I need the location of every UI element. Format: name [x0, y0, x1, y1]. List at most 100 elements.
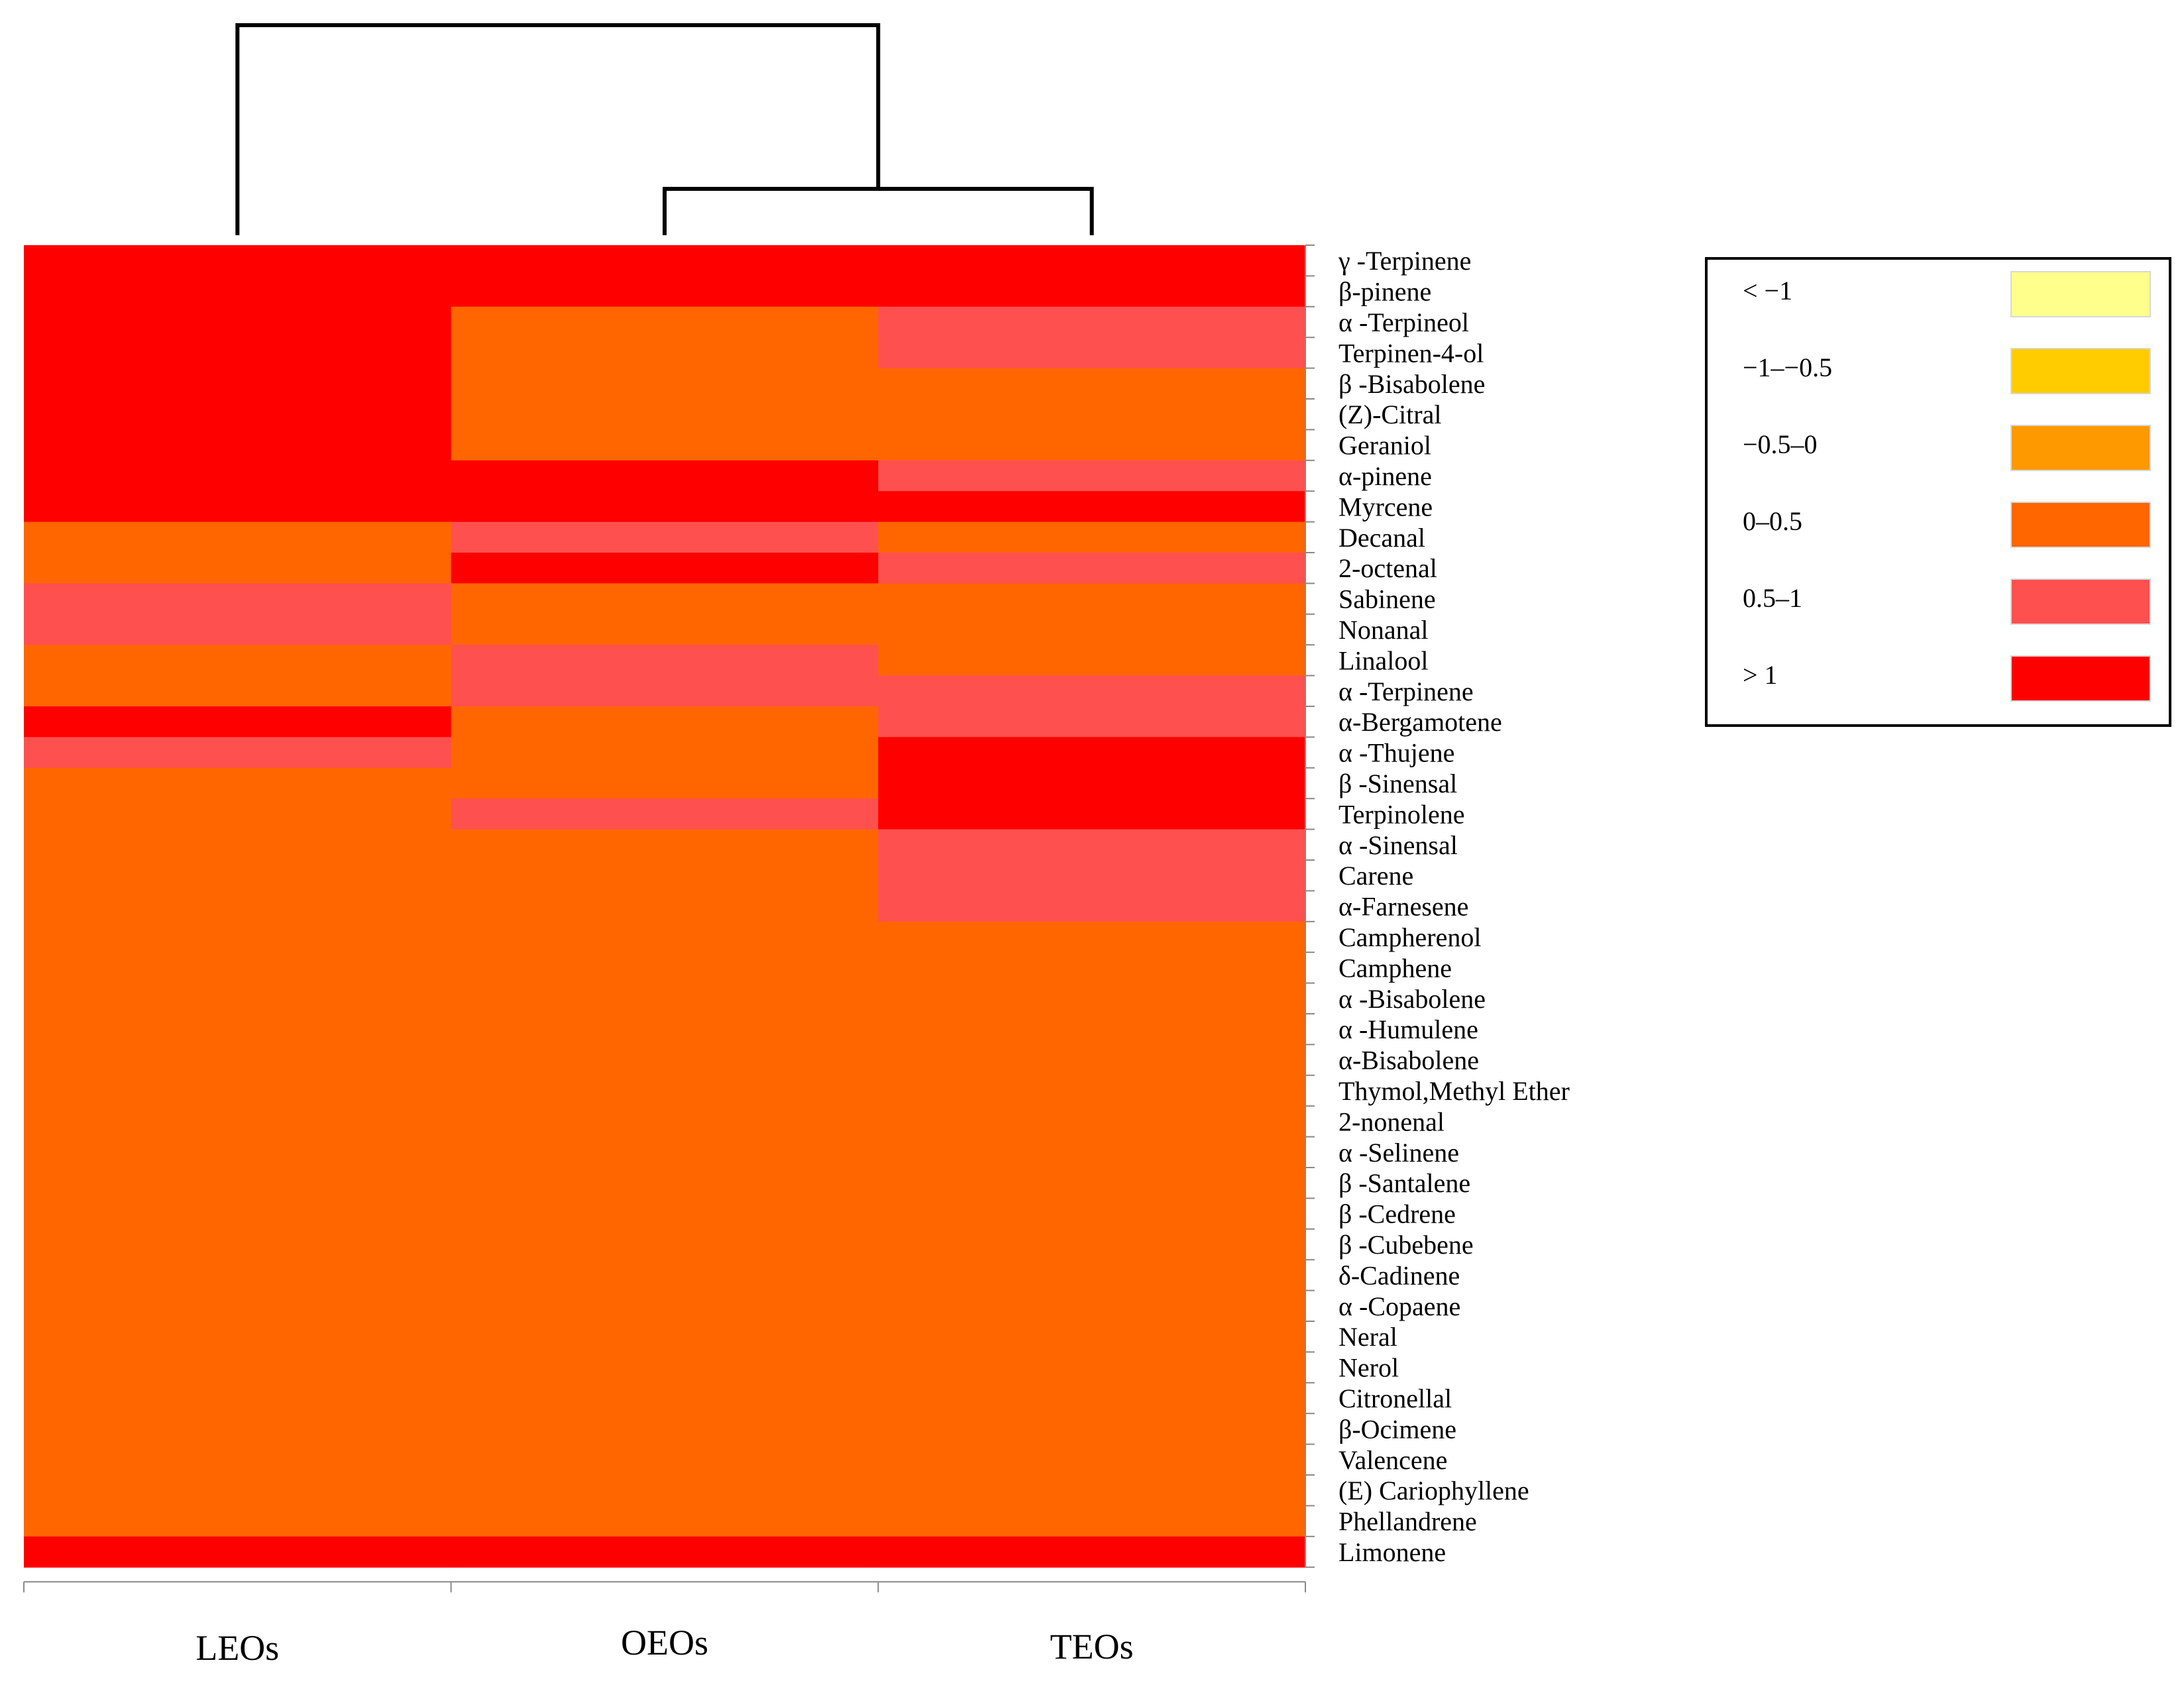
heatmap-cell-r19-c0: [24, 829, 452, 861]
heatmap-cell-r8-c0: [24, 491, 452, 523]
heatmap-cell-r3-c1: [451, 337, 879, 369]
legend-swatch: [2010, 271, 2151, 317]
heatmap-cell-r15-c2: [878, 706, 1306, 737]
heatmap-cell-r30-c0: [24, 1168, 452, 1199]
heatmap-cell-r14-c1: [451, 675, 879, 707]
heatmap-cell-r1-c1: [451, 276, 879, 307]
heatmap-cell-r16-c0: [24, 737, 452, 769]
heatmap-cell-r4-c2: [878, 368, 1306, 400]
legend-label: < −1: [1743, 276, 1792, 305]
row-label: Phellandrene: [1338, 1507, 1477, 1537]
heatmap-cell-r23-c0: [24, 952, 452, 984]
heatmap-cell-r20-c1: [451, 860, 879, 891]
heatmap-cell-r20-c2: [878, 860, 1306, 891]
heatmap-cell-r39-c0: [24, 1444, 452, 1476]
heatmap-cell-r14-c2: [878, 675, 1306, 707]
heatmap-cell-r42-c2: [878, 1536, 1306, 1568]
legend-swatch: [2010, 502, 2151, 548]
heatmap-cell-r30-c1: [451, 1168, 879, 1199]
heatmap-cell-r10-c1: [451, 553, 879, 584]
heatmap-cell-r24-c2: [878, 983, 1306, 1014]
heatmap-cell-r34-c2: [878, 1290, 1306, 1322]
heatmap-cell-r0-c0: [24, 245, 452, 276]
heatmap-cell-r11-c1: [451, 583, 879, 615]
heatmap-cell-r33-c0: [24, 1260, 452, 1291]
legend-label: −0.5–0: [1743, 429, 1818, 459]
heatmap-cell-r40-c2: [878, 1475, 1306, 1506]
heatmap-cell-r31-c0: [24, 1198, 452, 1230]
heatmap-cell-r1-c2: [878, 276, 1306, 307]
row-label: Campherenol: [1338, 922, 1482, 952]
heatmap-cell-r25-c1: [451, 1014, 879, 1045]
heatmap-cell-r27-c1: [451, 1075, 879, 1107]
legend-label: 0–0.5: [1743, 506, 1802, 536]
heatmap-cell-r7-c1: [451, 460, 879, 492]
heatmap-cell-r9-c0: [24, 521, 452, 553]
heatmap-cell-r14-c0: [24, 675, 452, 707]
heatmap-cell-r6-c2: [878, 429, 1306, 461]
heatmap-cell-r22-c2: [878, 921, 1306, 953]
heatmap-cell-r11-c2: [878, 583, 1306, 615]
heatmap-cell-r0-c1: [451, 245, 879, 276]
row-label: Myrcene: [1338, 492, 1433, 521]
heatmap-cell-r23-c2: [878, 952, 1306, 984]
row-label: Decanal: [1338, 523, 1425, 553]
column-label: TEOs: [1050, 1627, 1134, 1666]
heatmap-cell-r20-c0: [24, 860, 452, 891]
row-label: α -Selinene: [1338, 1138, 1459, 1168]
row-label: (Z)-Citral: [1338, 400, 1442, 429]
heatmap-cell-r9-c2: [878, 521, 1306, 553]
heatmap-cell-r10-c0: [24, 553, 452, 584]
row-label: α -Bisabolene: [1338, 984, 1486, 1014]
row-label: α -Copaene: [1338, 1291, 1460, 1321]
row-label: Valencene: [1338, 1445, 1447, 1475]
heatmap-cell-r42-c0: [24, 1536, 452, 1568]
heatmap-cell-r5-c1: [451, 399, 879, 430]
heatmap-cell-r2-c0: [24, 306, 452, 338]
row-label: α -Terpineol: [1338, 307, 1469, 337]
row-label: α -Sinensal: [1338, 830, 1458, 860]
heatmap-cell-r27-c2: [878, 1075, 1306, 1107]
heatmap-cell-r21-c1: [451, 891, 879, 922]
heatmap-cell-r8-c1: [451, 491, 879, 523]
heatmap-cell-r33-c2: [878, 1260, 1306, 1291]
heatmap-cell-r18-c2: [878, 798, 1306, 830]
heatmap-cell-r19-c1: [451, 829, 879, 861]
heatmap-cell-r18-c0: [24, 798, 452, 830]
legend-swatch: [2010, 655, 2151, 702]
heatmap-cell-r38-c0: [24, 1413, 452, 1445]
heatmap-cell-r34-c1: [451, 1290, 879, 1322]
row-label: α -Thujene: [1338, 738, 1454, 768]
column-label: LEOs: [195, 1628, 279, 1668]
heatmap-cell-r11-c0: [24, 583, 452, 615]
row-label: Limonene: [1338, 1537, 1446, 1567]
heatmap-cell-r4-c1: [451, 368, 879, 400]
heatmap-cell-r37-c2: [878, 1382, 1306, 1414]
heatmap-cell-r6-c0: [24, 429, 452, 461]
heatmap-cell-r17-c1: [451, 767, 879, 799]
heatmap-cell-r5-c2: [878, 399, 1306, 430]
heatmap-cell-r29-c1: [451, 1136, 879, 1168]
heatmap-cell-r35-c2: [878, 1321, 1306, 1352]
row-label: α -Terpinene: [1338, 677, 1474, 706]
row-label: α-Bisabolene: [1338, 1046, 1479, 1075]
legend-swatch: [2010, 348, 2151, 394]
heatmap-cell-r2-c2: [878, 306, 1306, 338]
heatmap-cell-r15-c0: [24, 706, 452, 737]
heatmap-cell-r40-c1: [451, 1475, 879, 1506]
heatmap-cell-r22-c1: [451, 921, 879, 953]
row-label: Carene: [1338, 861, 1413, 891]
row-label: β -Cubebene: [1338, 1230, 1474, 1260]
legend-swatch: [2010, 578, 2151, 625]
heatmap-cell-r38-c2: [878, 1413, 1306, 1445]
row-label: Nonanal: [1338, 615, 1429, 645]
heatmap-cell-r38-c1: [451, 1413, 879, 1445]
heatmap-cell-r25-c2: [878, 1014, 1306, 1045]
heatmap-cell-r34-c0: [24, 1290, 452, 1322]
heatmap-cell-r36-c2: [878, 1352, 1306, 1384]
heatmap-cell-r28-c2: [878, 1106, 1306, 1138]
row-label: α -Humulene: [1338, 1014, 1478, 1044]
heatmap-cell-r1-c0: [24, 276, 452, 307]
heatmap-cell-r7-c0: [24, 460, 452, 492]
heatmap-cell-r21-c0: [24, 891, 452, 922]
